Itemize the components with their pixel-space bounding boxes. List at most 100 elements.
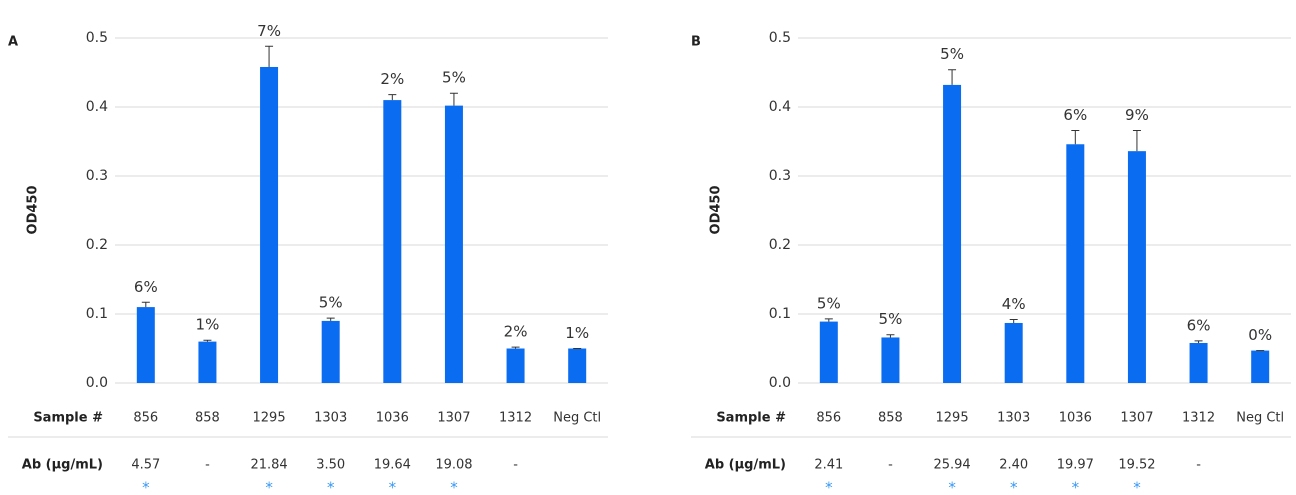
error-bar (1194, 340, 1203, 343)
cv-label: 4% (1002, 295, 1026, 313)
y-tick-label: 0.4 (86, 99, 108, 115)
ab-value: 19.08 (435, 458, 472, 473)
error-bar (388, 94, 397, 101)
ab-value: - (1196, 458, 1201, 473)
ab-value: 2.41 (814, 458, 843, 473)
x-tick-label: 858 (195, 411, 220, 426)
x-tick-label: 1312 (1182, 411, 1215, 426)
significance-marker: * (265, 479, 273, 495)
bar (1127, 151, 1146, 383)
y-tick-label: 0.1 (769, 306, 791, 322)
y-axis-title: OD450 (26, 186, 41, 235)
ab-title: Ab (µg/mL) (705, 458, 786, 473)
significance-marker: * (142, 479, 150, 495)
error-bar (449, 92, 458, 106)
bar (1066, 144, 1085, 383)
significance-marker: * (825, 479, 833, 495)
error-bar (265, 45, 274, 67)
ab-value: - (513, 458, 518, 473)
y-tick-label: 0.3 (769, 168, 791, 184)
bar (1004, 322, 1023, 383)
x-tick-label: 1307 (1120, 411, 1153, 426)
bar (444, 105, 463, 384)
x-tick-label: 1303 (314, 411, 347, 426)
cv-label: 2% (380, 70, 404, 88)
cv-label: 5% (442, 69, 466, 87)
cv-label: 2% (504, 323, 528, 341)
bar (1251, 350, 1270, 383)
cv-label: 5% (319, 294, 343, 312)
category-title: Sample # (716, 411, 786, 426)
x-tick-label: 1307 (437, 411, 470, 426)
x-tick-label: Neg Ctl (1236, 411, 1284, 426)
bar (506, 348, 525, 383)
x-tick-label: 1295 (253, 411, 286, 426)
significance-marker: * (948, 479, 956, 495)
ab-value: - (888, 458, 893, 473)
significance-marker: * (1010, 479, 1018, 495)
y-tick-label: 0.2 (86, 237, 108, 253)
error-bar (948, 69, 957, 85)
bar (383, 100, 402, 383)
cv-label: 5% (817, 294, 841, 312)
significance-marker: * (1133, 479, 1141, 495)
ab-title: Ab (µg/mL) (22, 458, 103, 473)
cv-label: 0% (1248, 326, 1272, 344)
cv-label: 1% (196, 316, 220, 334)
error-bar (326, 317, 335, 321)
cv-label: 6% (1187, 316, 1211, 334)
x-tick-label: 858 (878, 411, 903, 426)
error-bar (824, 318, 833, 322)
y-tick-label: 0.3 (86, 168, 108, 184)
x-tick-label: 856 (133, 411, 158, 426)
x-tick-label: 1312 (499, 411, 532, 426)
bar (819, 321, 838, 383)
y-tick-label: 0.5 (769, 30, 791, 46)
error-bar (1132, 129, 1141, 152)
x-tick-label: Neg Ctl (553, 411, 601, 426)
bar (568, 348, 587, 383)
bar (1189, 342, 1208, 383)
y-tick-label: 0.4 (769, 99, 791, 115)
cv-label: 1% (565, 324, 589, 342)
bar (321, 320, 340, 383)
cv-label: 7% (257, 22, 281, 40)
y-tick-label: 0.0 (769, 375, 791, 391)
error-bar (1071, 129, 1080, 145)
bar (260, 66, 279, 383)
ab-value: 19.64 (374, 458, 411, 473)
error-bar (1009, 319, 1018, 323)
y-tick-label: 0.1 (86, 306, 108, 322)
panel-label: B (691, 35, 701, 50)
y-tick-label: 0.0 (86, 375, 108, 391)
ab-value: 19.52 (1118, 458, 1155, 473)
cv-label: 5% (879, 310, 903, 328)
ab-value: 25.94 (933, 458, 970, 473)
x-tick-label: 1295 (936, 411, 969, 426)
bar (943, 84, 962, 384)
x-tick-label: 856 (816, 411, 841, 426)
ab-value: 21.84 (250, 458, 287, 473)
cv-label: 9% (1125, 106, 1149, 124)
ab-value: - (205, 458, 210, 473)
x-tick-label: 1303 (997, 411, 1030, 426)
error-bar (141, 301, 150, 308)
y-axis-title: OD450 (709, 186, 724, 235)
significance-marker: * (327, 479, 335, 495)
y-tick-label: 0.5 (86, 30, 108, 46)
error-bar (886, 334, 895, 338)
bar (198, 341, 217, 383)
bar (136, 307, 155, 383)
x-tick-label: 1036 (376, 411, 409, 426)
cv-label: 6% (1063, 106, 1087, 124)
y-tick-label: 0.2 (769, 237, 791, 253)
x-tick-label: 1036 (1059, 411, 1092, 426)
ab-value: 2.40 (999, 458, 1028, 473)
ab-value: 19.97 (1057, 458, 1094, 473)
ab-value: 4.57 (131, 458, 160, 473)
ab-value: 3.50 (316, 458, 345, 473)
cv-label: 6% (134, 278, 158, 296)
error-bar (203, 339, 212, 342)
significance-marker: * (389, 479, 397, 495)
